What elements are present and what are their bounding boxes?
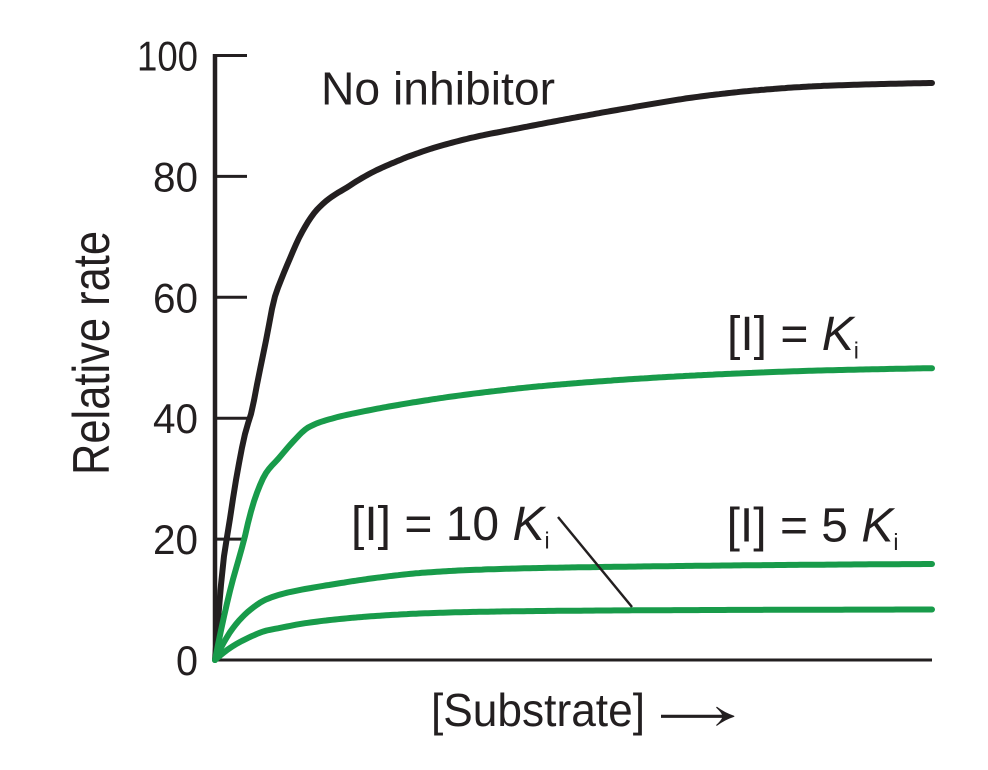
svg-text:[I] = 5 Ki: [I] = 5 Ki — [727, 500, 899, 555]
svg-text:40: 40 — [153, 395, 198, 442]
svg-text:20: 20 — [153, 516, 198, 563]
svg-text:80: 80 — [153, 153, 198, 200]
svg-text:[I] = 10 Ki: [I] = 10 Ki — [351, 498, 550, 553]
svg-text:100: 100 — [137, 33, 198, 80]
svg-text:0: 0 — [176, 637, 198, 684]
svg-text:No inhibitor: No inhibitor — [321, 63, 555, 115]
svg-text:[I] = Ki: [I] = Ki — [727, 308, 859, 363]
svg-text:Relative rate: Relative rate — [63, 231, 121, 475]
svg-text:60: 60 — [153, 274, 198, 321]
svg-text:[Substrate]: [Substrate] — [431, 684, 645, 736]
